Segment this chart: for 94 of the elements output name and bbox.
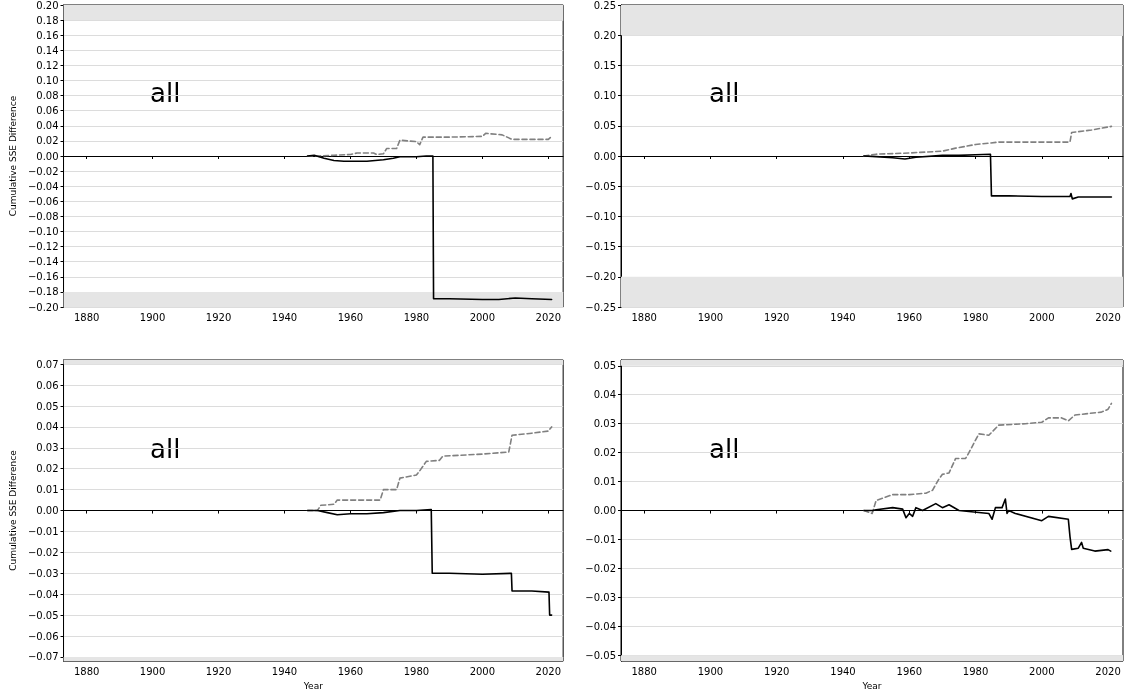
y-tick-label: −0.02 <box>27 165 59 177</box>
x-tick-label: 1980 <box>403 311 430 323</box>
y-tick-label: 0.05 <box>593 360 616 372</box>
x-tick-label: 2000 <box>469 311 496 323</box>
y-tick-label: 0.02 <box>593 447 616 459</box>
y-tick-label: 0.07 <box>36 358 59 370</box>
y-tick-label: −0.08 <box>27 210 59 222</box>
y-tick-label: −0.04 <box>27 588 59 600</box>
y-tick-label: 0.25 <box>593 0 616 11</box>
y-tick-label: −0.03 <box>585 591 616 603</box>
y-tick-label: 0.01 <box>36 484 59 496</box>
x-tick-label: 1980 <box>962 665 989 677</box>
x-tick-label: 2020 <box>535 311 562 323</box>
y-tick-label: −0.05 <box>585 649 616 661</box>
y-tick-label: 0.06 <box>36 105 59 117</box>
y-tick-label: 0.06 <box>36 379 59 391</box>
y-tick-label: 0.16 <box>36 29 59 41</box>
x-tick-label: 1920 <box>205 311 232 323</box>
y-tick-label: 0.20 <box>593 29 616 41</box>
y-tick-label: 0.12 <box>36 59 59 71</box>
y-tick-label: 0.10 <box>593 90 616 102</box>
y-tick-label: 0.14 <box>36 44 59 56</box>
y-tick-label: 0.02 <box>36 135 59 147</box>
x-tick-label: 1880 <box>631 311 657 323</box>
y-tick-label: 0.00 <box>593 505 616 517</box>
y-tick-label: 0.08 <box>36 90 59 102</box>
y-tick-label: −0.06 <box>27 195 59 207</box>
x-tick-label: 1880 <box>73 665 100 677</box>
y-tick-label: −0.20 <box>27 301 59 313</box>
y-tick-label: −0.07 <box>27 651 59 663</box>
y-tick-label: −0.16 <box>27 271 59 283</box>
y-tick-label: 0.04 <box>36 120 59 132</box>
x-tick-label: 2000 <box>1029 311 1055 323</box>
y-tick-label: 0.00 <box>36 150 59 162</box>
y-tick-label: −0.25 <box>585 301 616 313</box>
x-tick-label: 2020 <box>1095 311 1121 323</box>
y-tick-label: 0.05 <box>36 400 59 412</box>
y-tick-label: −0.02 <box>585 562 616 574</box>
y-tick-label: −0.06 <box>27 630 59 642</box>
y-tick-label: −0.20 <box>585 271 616 283</box>
y-tick-label: −0.12 <box>27 241 59 253</box>
y-tick-label: −0.15 <box>585 241 616 253</box>
y-tick-label: 0.10 <box>36 75 59 86</box>
y-tick-label: 0.20 <box>36 0 59 11</box>
x-tick-label: 1980 <box>962 311 989 323</box>
x-tick-label: 1920 <box>764 665 790 677</box>
x-tick-label: 1960 <box>337 665 364 677</box>
y-tick-label: −0.05 <box>585 180 616 192</box>
x-tick-label: 1880 <box>631 665 657 677</box>
y-tick-label: −0.04 <box>27 180 59 192</box>
y-tick-label: −0.10 <box>585 210 616 222</box>
y-tick-label: −0.14 <box>27 256 59 268</box>
y-tick-label: −0.01 <box>27 525 59 537</box>
y-tick-label: 0.15 <box>593 59 616 71</box>
x-tick-label: 2020 <box>535 665 562 677</box>
x-tick-label: 1940 <box>271 665 298 677</box>
x-tick-label: 1900 <box>697 665 724 677</box>
y-tick-label: 0.18 <box>36 14 59 26</box>
x-tick-label: 1900 <box>139 311 166 323</box>
y-tick-label: −0.03 <box>27 567 59 579</box>
y-tick-label: −0.04 <box>585 620 616 632</box>
y-tick-label: 0.04 <box>593 389 616 401</box>
x-tick-label: 1960 <box>337 311 364 323</box>
x-tick-label: 1920 <box>205 665 232 677</box>
y-tick-label: 0.02 <box>36 463 59 475</box>
x-axis-title: Year <box>861 680 882 691</box>
x-tick-label: 1980 <box>403 665 430 677</box>
y-tick-label: 0.00 <box>593 150 616 162</box>
x-tick-label: 1960 <box>896 665 922 677</box>
y-tick-label: 0.03 <box>593 418 616 430</box>
x-tick-label: 1900 <box>697 311 724 323</box>
x-tick-label: 1900 <box>139 665 166 677</box>
y-axis-title: Cumulative SSE Difference <box>7 95 18 217</box>
x-tick-label: 1940 <box>830 311 856 323</box>
x-tick-label: 1940 <box>271 311 298 323</box>
x-tick-label: 1920 <box>764 311 790 323</box>
x-tick-label: 1960 <box>896 311 922 323</box>
x-tick-label: 2000 <box>469 665 496 677</box>
y-tick-label: −0.05 <box>27 609 59 621</box>
x-tick-label: 2000 <box>1029 665 1055 677</box>
y-axis-title: Cumulative SSE Difference <box>7 449 18 571</box>
y-tick-label: 0.01 <box>593 476 616 488</box>
y-tick-label: 0.05 <box>593 120 616 132</box>
x-axis-title: Year <box>302 680 324 691</box>
y-tick-label: −0.10 <box>27 226 59 237</box>
y-tick-label: −0.02 <box>27 546 59 558</box>
x-tick-label: 1940 <box>830 665 856 677</box>
y-tick-label: 0.04 <box>36 421 59 433</box>
x-tick-label: 2020 <box>1095 665 1121 677</box>
y-tick-label: −0.18 <box>27 286 59 298</box>
x-tick-label: 1880 <box>73 311 100 323</box>
y-tick-label: 0.03 <box>36 442 59 454</box>
y-tick-label: −0.01 <box>585 534 616 545</box>
y-tick-label: 0.00 <box>36 505 59 517</box>
